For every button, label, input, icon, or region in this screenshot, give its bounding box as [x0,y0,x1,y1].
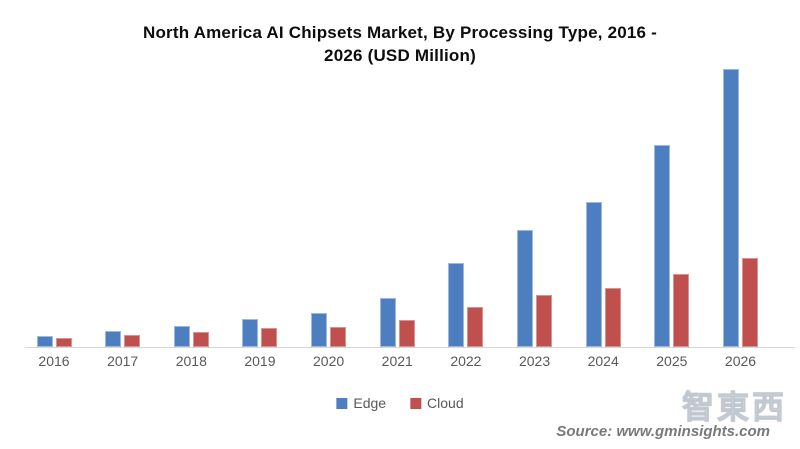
x-tick-label-2021: 2021 [381,353,413,369]
bar-cloud-2022 [467,307,484,347]
bar-cloud-2017 [124,335,141,347]
chart-title: North America AI Chipsets Market, By Pro… [0,21,800,67]
bar-cloud-2018 [192,332,209,347]
bar-edge-2019 [242,319,259,347]
x-tick-label-2019: 2019 [244,353,276,369]
bar-cloud-2020 [330,327,347,347]
bar-edge-2020 [311,313,328,347]
bar-edge-2016 [36,336,53,347]
bar-edge-2017 [105,331,122,347]
legend-label-cloud: Cloud [427,395,464,411]
bar-cloud-2023 [536,295,553,347]
bar-edge-2025 [654,145,671,347]
x-tick-label-2024: 2024 [587,353,619,369]
bar-edge-2026 [723,69,739,347]
bar-cloud-2021 [398,320,415,347]
bar-cloud-2026 [742,258,758,347]
x-tick-label-2017: 2017 [107,353,139,369]
x-tick-label-2018: 2018 [175,353,207,369]
legend-label-edge: Edge [353,395,387,411]
x-tick-label-2022: 2022 [450,353,482,369]
x-tick-label-2026: 2026 [724,353,757,369]
chart-title-line2: 2026 (USD Million) [324,46,476,65]
x-tick-label-2020: 2020 [313,353,345,369]
chart-title-line1: North America AI Chipsets Market, By Pro… [143,23,657,42]
x-tick-label-2025: 2025 [656,353,688,369]
x-tick-label-2023: 2023 [518,353,551,369]
bar-cloud-2016 [55,338,72,347]
bar-cloud-2024 [604,288,621,347]
x-axis-line [25,347,795,348]
plot-area [36,69,758,347]
bar-edge-2018 [173,326,190,347]
watermark-zhidongxi: 智東西 [681,389,788,426]
bar-cloud-2019 [261,328,278,347]
legend-swatch-edge [336,397,348,409]
source-attribution: Source: www.gminsights.com [556,423,770,440]
bar-edge-2023 [517,230,534,347]
legend-swatch-cloud [410,397,422,409]
bar-edge-2024 [585,202,602,347]
legend-item-edge: Edge [336,395,386,411]
bar-edge-2022 [448,263,465,347]
x-tick-label-2016: 2016 [38,353,70,369]
legend: Edge Cloud [336,395,464,411]
legend-item-cloud: Cloud [410,395,464,411]
bar-cloud-2025 [673,274,690,347]
bar-edge-2021 [379,298,396,347]
